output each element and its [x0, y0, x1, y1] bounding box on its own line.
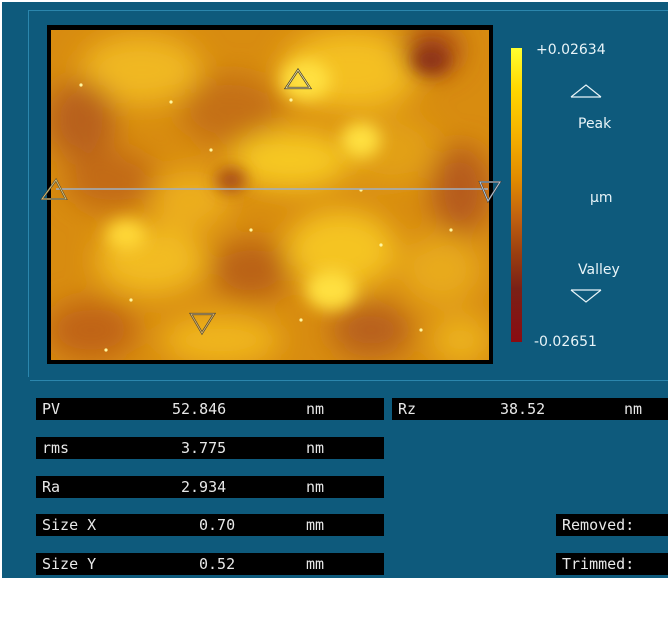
stat-unit: nm	[306, 400, 325, 418]
stat-value: 38.52	[500, 400, 546, 418]
stat-row-ra: Ra 2.934 nm	[36, 476, 384, 498]
stat-unit: mm	[306, 516, 325, 534]
trimmed-field: Trimmed:	[556, 553, 668, 575]
valley-marker-icon	[189, 312, 216, 336]
removed-label: Removed:	[562, 516, 635, 534]
stat-name: Size X	[42, 516, 97, 534]
stat-row-size-y: Size Y 0.52 mm	[36, 553, 384, 575]
stat-unit: nm	[306, 439, 325, 457]
stat-name: Ra	[42, 478, 61, 496]
removed-field: Removed:	[556, 514, 668, 536]
stat-name: PV	[42, 400, 61, 418]
stat-value: 52.846	[172, 400, 227, 418]
stat-name: Rz	[398, 400, 417, 418]
stats-area	[30, 380, 668, 579]
peak-marker-icon	[283, 68, 313, 90]
stat-row-pv: PV 52.846 nm	[36, 398, 384, 420]
stat-row-rms: rms 3.775 nm	[36, 437, 384, 459]
stat-value: 0.52	[199, 555, 236, 573]
stat-unit: nm	[624, 400, 643, 418]
height-map-image	[51, 30, 489, 360]
stat-row-rz: Rz 38.52 nm	[392, 398, 668, 420]
colorbar-max-label: +0.02634	[536, 42, 606, 58]
stat-value: 2.934	[181, 478, 227, 496]
unit-label: µm	[590, 190, 613, 206]
valley-label: Valley	[578, 262, 620, 278]
peak-arrow-icon	[570, 84, 602, 98]
peak-label: Peak	[578, 116, 612, 132]
colorbar-min-label: -0.02651	[534, 334, 597, 350]
valley-arrow-icon	[570, 289, 602, 303]
surface-height-map[interactable]	[51, 30, 489, 360]
trimmed-label: Trimmed:	[562, 555, 635, 573]
stat-value: 3.775	[181, 439, 227, 457]
stat-name: rms	[42, 439, 70, 457]
height-colorbar	[511, 48, 522, 342]
map-overlay	[40, 68, 502, 336]
stat-unit: nm	[306, 478, 325, 496]
stat-name: Size Y	[42, 555, 97, 573]
stat-row-size-x: Size X 0.70 mm	[36, 514, 384, 536]
stat-value: 0.70	[199, 516, 236, 534]
stat-unit: mm	[306, 555, 325, 573]
